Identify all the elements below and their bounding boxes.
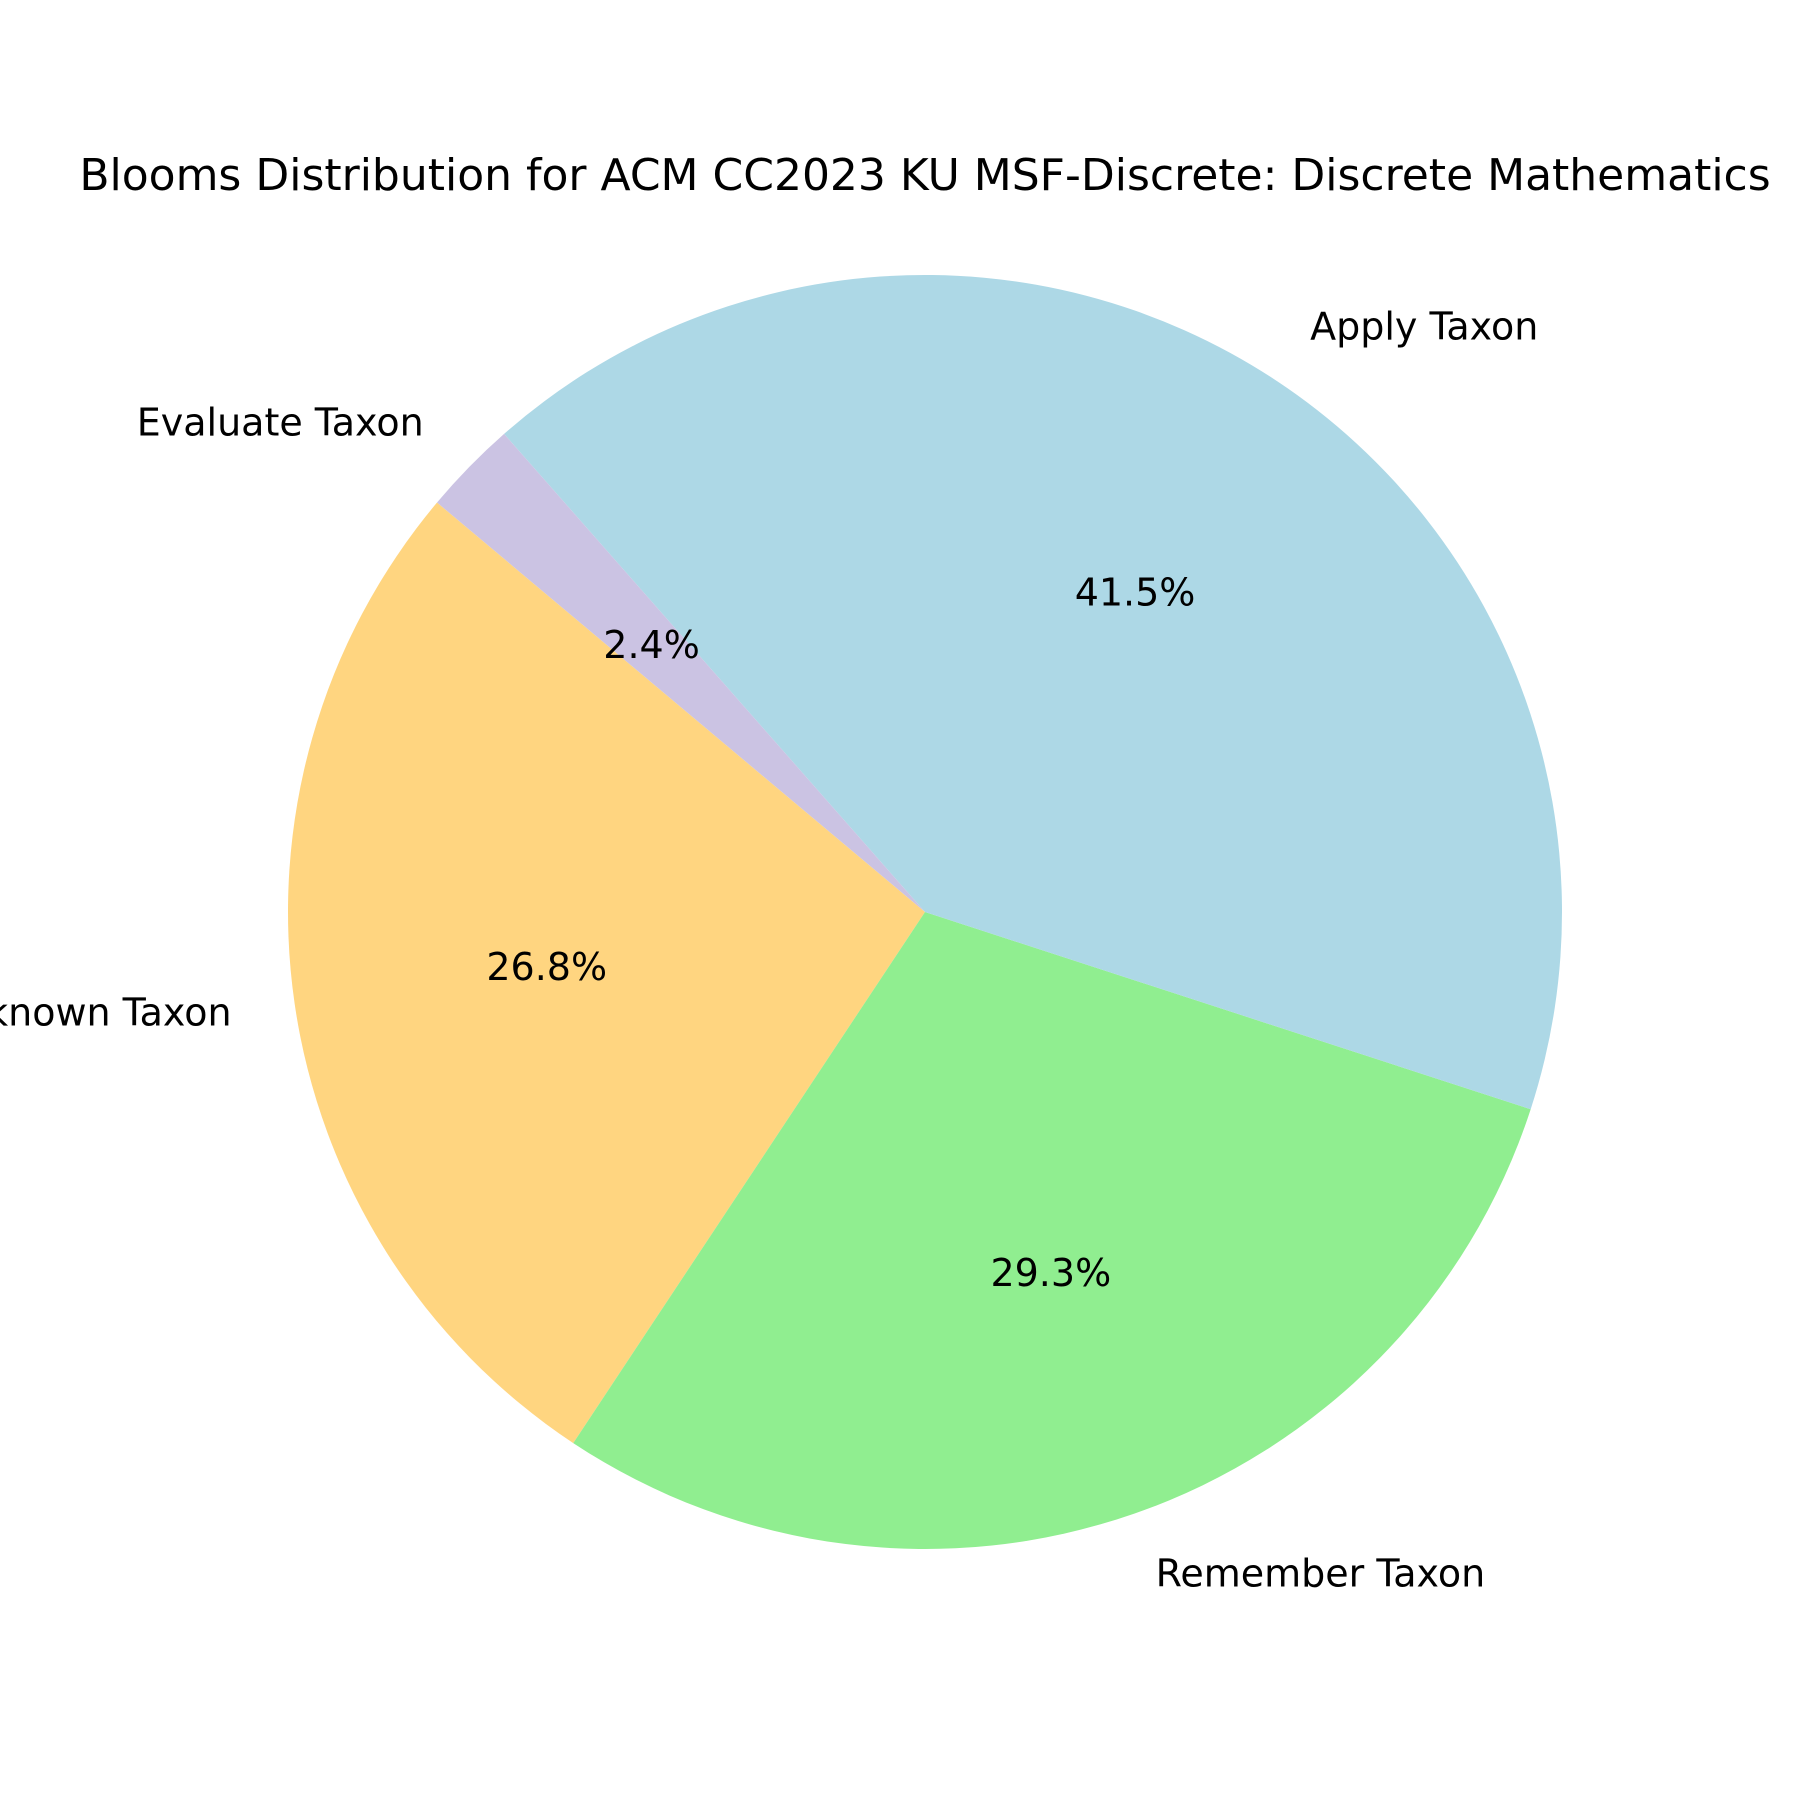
chart-title: Blooms Distribution for ACM CC2023 KU MS… xyxy=(79,150,1770,201)
pct-label-evaluate-taxon: 2.4% xyxy=(603,623,700,667)
pie-slice-apply-taxon xyxy=(504,275,1563,1110)
pie-labels: Unknown Taxon 26.8% Remember Taxon 29.3% App… xyxy=(0,305,1538,1596)
pie-slice-remember-taxon xyxy=(573,912,1531,1549)
pie-slices xyxy=(288,275,1563,1549)
slice-label-remember-taxon: Remember Taxon xyxy=(1156,1552,1486,1596)
pie-slice-unknown-taxon xyxy=(288,502,925,1444)
slice-label-evaluate-taxon: Evaluate Taxon xyxy=(137,400,424,444)
pct-label-unknown-taxon: 26.8% xyxy=(486,945,607,989)
slice-label-unknown-taxon: Unknown Taxon xyxy=(0,990,232,1034)
pie-slice-evaluate-taxon xyxy=(437,433,925,912)
slice-label-apply-taxon: Apply Taxon xyxy=(1310,305,1538,349)
pct-label-apply-taxon: 41.5% xyxy=(1075,571,1196,615)
pct-label-remember-taxon: 29.3% xyxy=(990,1251,1111,1295)
